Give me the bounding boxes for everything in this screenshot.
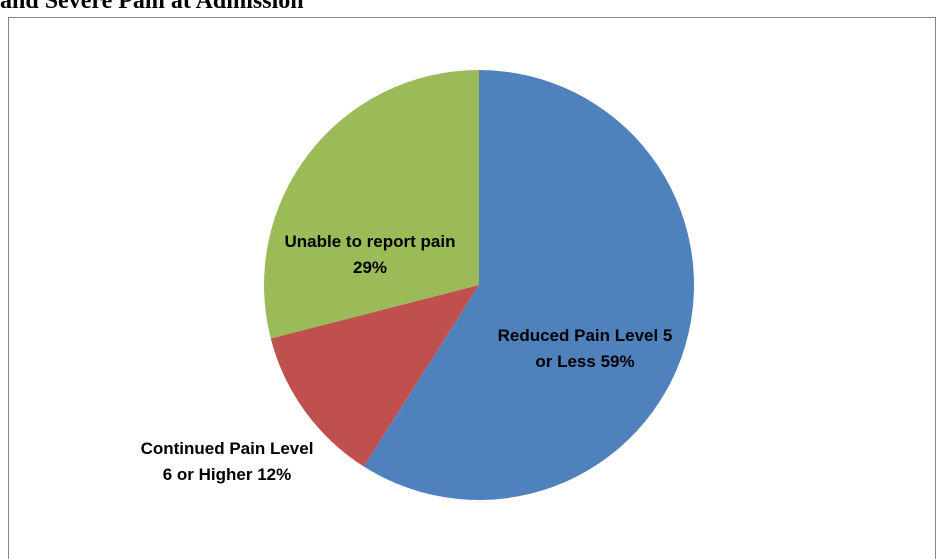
label-category: Continued Pain Level 6 or Higher — [140, 439, 323, 484]
chart-title: and Severe Pain at Admission — [0, 0, 304, 14]
chart-frame — [8, 17, 936, 559]
pie-slice — [363, 70, 694, 501]
data-label: Unable to report pain 29% — [275, 229, 465, 281]
label-value: 12% — [257, 465, 292, 484]
pie-slice — [270, 285, 479, 467]
label-value: 59% — [600, 352, 635, 371]
data-label: Continued Pain Level 6 or Higher 12% — [137, 436, 317, 488]
pie-slice — [263, 70, 479, 339]
data-label: Reduced Pain Level 5 or Less 59% — [490, 323, 680, 375]
label-category: Reduced Pain Level 5 or Less — [497, 326, 678, 371]
label-category: Unable to report pain — [284, 232, 456, 251]
label-value: 29% — [352, 258, 388, 277]
